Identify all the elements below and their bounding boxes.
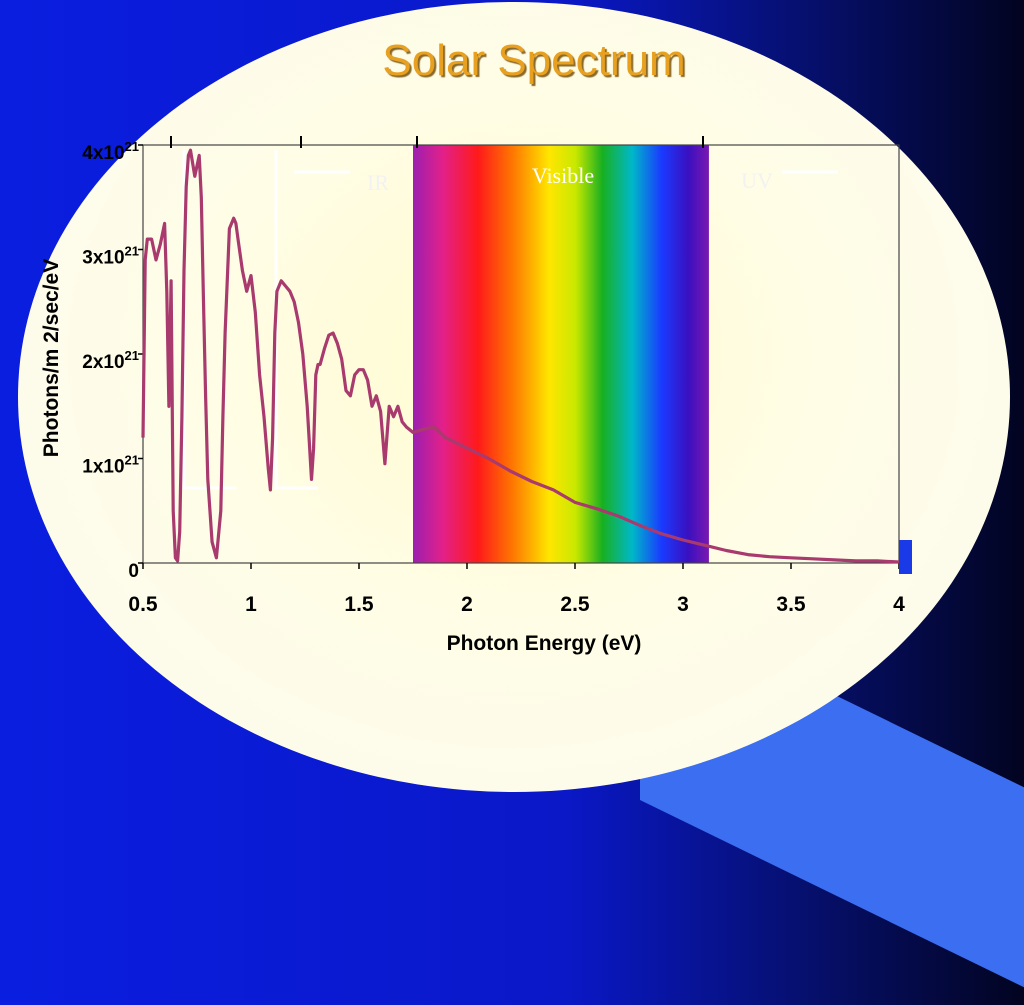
- ir-band-label: IR: [367, 170, 389, 195]
- y-tick-label: 4x1021: [82, 139, 139, 164]
- x-tick-label: 0.5: [128, 593, 158, 616]
- x-tick-label: 2: [461, 593, 473, 616]
- white-bracket-left: [182, 150, 236, 490]
- y-axis-ticks: 0 1x1021 2x1021 3x1021 4x1021: [82, 139, 143, 582]
- y-tick-label: 3x1021: [82, 244, 139, 269]
- blue-marker-block: [899, 540, 912, 574]
- solar-spectrum-chart: Visible IR UV 0.5 1 1.5 2 2.5 3 3.5 4 0 1x1021 2x…: [82, 136, 912, 616]
- y-tick-label: 2x1021: [82, 348, 139, 373]
- white-bracket-right: [274, 150, 318, 490]
- visible-spectrum-band: [413, 145, 709, 563]
- x-axis-ticks: 0.5 1 1.5 2 2.5 3 3.5 4: [128, 563, 905, 616]
- uv-band-label: UV: [741, 168, 773, 193]
- x-tick-label: 1: [245, 593, 257, 616]
- slide-title: Solar Spectrum: [382, 36, 686, 85]
- x-tick-label: 4: [893, 593, 905, 616]
- y-tick-label: 0: [128, 561, 139, 582]
- visible-band-label: Visible: [532, 163, 594, 188]
- spectrum-series-line: [141, 148, 900, 564]
- top-wavelength-ticks: [170, 136, 704, 148]
- y-tick-label: 1x1021: [82, 453, 139, 478]
- x-tick-label: 3: [677, 593, 689, 616]
- x-tick-label: 3.5: [776, 593, 806, 616]
- x-tick-label: 1.5: [344, 593, 374, 616]
- x-tick-label: 2.5: [560, 593, 590, 616]
- y-axis-label: Photons/m 2/sec/eV: [40, 258, 63, 458]
- x-axis-label: Photon Energy (eV): [446, 632, 642, 655]
